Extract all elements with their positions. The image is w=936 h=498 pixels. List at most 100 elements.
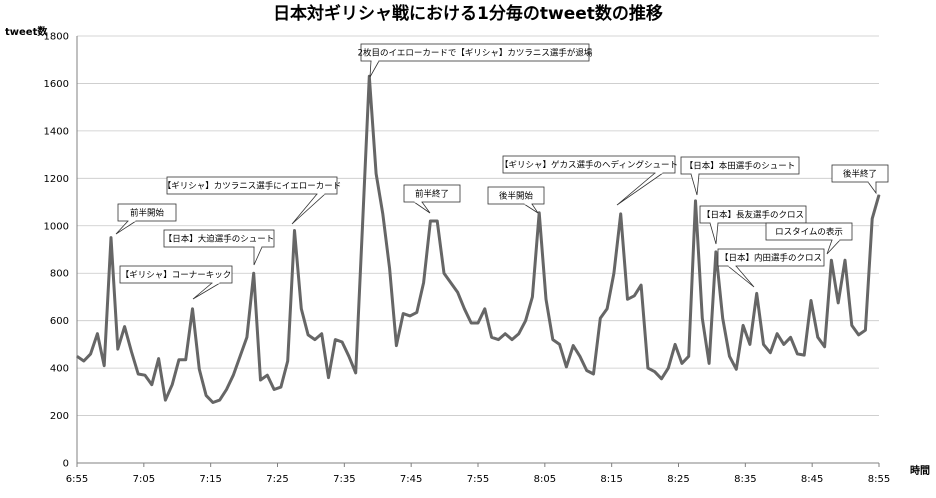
data-point bbox=[851, 324, 853, 327]
callout-label: 後半終了 bbox=[843, 169, 877, 180]
data-point bbox=[117, 348, 119, 350]
callout-label: 【ギリシャ】ゲカス選手のヘディングシュート bbox=[500, 160, 678, 171]
data-point bbox=[219, 399, 221, 401]
data-point bbox=[790, 336, 792, 338]
data-point bbox=[830, 259, 833, 261]
data-point bbox=[579, 355, 581, 357]
data-point bbox=[429, 220, 432, 222]
series-group bbox=[76, 74, 881, 404]
x-tick-label: 8:25 bbox=[667, 474, 689, 485]
annotations: 前半開始【ギリシャ】コーナーキック 【日本】大迫選手のシュート 【ギリシャ】カツラニ… bbox=[115, 43, 889, 300]
callout-box bbox=[765, 222, 853, 241]
data-point bbox=[769, 352, 771, 354]
data-point bbox=[647, 367, 649, 369]
callout-label: 【日本】本田選手のシュート bbox=[685, 161, 796, 172]
data-point bbox=[110, 237, 112, 239]
callout-pointer bbox=[867, 181, 877, 195]
x-tick-label: 8:55 bbox=[868, 474, 890, 485]
data-point bbox=[796, 353, 799, 355]
callout-label: 前半開始 bbox=[130, 208, 165, 219]
data-point bbox=[96, 333, 98, 335]
data-point bbox=[321, 333, 323, 335]
axes bbox=[76, 36, 880, 467]
data-point bbox=[552, 339, 554, 341]
data-point bbox=[844, 259, 846, 261]
data-point bbox=[504, 333, 506, 335]
x-tick-label: 6:55 bbox=[66, 474, 88, 485]
callout-label: 【日本】長友選手のクロス bbox=[702, 210, 804, 221]
x-tick-labels: 6:55 7:05 7:15 7:25 7:35 7:45 7:55 8:05 8:15 8:25… bbox=[66, 474, 890, 485]
callout-label: 【ギリシャ】コーナーキック bbox=[121, 271, 232, 281]
data-point bbox=[470, 322, 472, 324]
data-point bbox=[572, 344, 574, 347]
callout-box bbox=[403, 184, 461, 203]
data-point bbox=[266, 374, 268, 376]
y-tick-labels: 0 200 400 600 800 1000 1200 1400 1600 1800 bbox=[44, 32, 69, 470]
data-point bbox=[457, 291, 459, 293]
data-point bbox=[497, 339, 499, 341]
y-tick-label: 1800 bbox=[44, 32, 69, 43]
y-tick-label: 400 bbox=[50, 364, 69, 375]
data-point bbox=[232, 374, 234, 376]
data-point bbox=[871, 218, 873, 220]
callout-pointer bbox=[369, 60, 380, 78]
data-point bbox=[205, 394, 207, 396]
y-tick-label: 1000 bbox=[44, 221, 69, 232]
data-point bbox=[314, 339, 316, 341]
data-point bbox=[484, 308, 486, 310]
data-point bbox=[157, 358, 160, 360]
data-point bbox=[389, 267, 391, 270]
data-point bbox=[246, 336, 248, 338]
callout-label: 前半終了 bbox=[415, 189, 449, 200]
data-point bbox=[633, 295, 635, 297]
data-point bbox=[864, 329, 867, 331]
data-point bbox=[164, 399, 166, 401]
data-point bbox=[76, 355, 78, 357]
data-point bbox=[436, 220, 438, 222]
data-point bbox=[477, 322, 479, 324]
data-point bbox=[334, 339, 336, 341]
y-tick-label: 1600 bbox=[44, 79, 69, 90]
data-point bbox=[395, 344, 398, 347]
annotation-callout: 【ギリシャ】カツラニス選手にイエローカード bbox=[163, 176, 341, 225]
callout-pointer bbox=[412, 201, 431, 214]
data-point bbox=[756, 292, 758, 294]
data-point bbox=[518, 333, 520, 335]
data-point bbox=[355, 372, 357, 374]
data-point bbox=[728, 355, 731, 357]
data-point bbox=[810, 299, 812, 302]
callout-box bbox=[163, 229, 275, 248]
data-point bbox=[212, 401, 214, 404]
x-tick-label: 8:35 bbox=[734, 474, 756, 485]
data-point bbox=[722, 317, 724, 319]
annotation-callout: ロスタイムの表示 bbox=[765, 222, 853, 255]
data-point bbox=[239, 355, 241, 357]
data-point bbox=[511, 339, 513, 341]
data-point bbox=[545, 298, 547, 300]
data-point bbox=[640, 284, 642, 286]
callout-pointer bbox=[616, 172, 665, 206]
annotation-callout: 【日本】大迫選手のシュート bbox=[163, 229, 275, 266]
callout-box bbox=[831, 164, 889, 183]
callout-box bbox=[502, 155, 676, 174]
data-point bbox=[463, 308, 466, 310]
callout-box bbox=[119, 265, 233, 284]
data-point bbox=[368, 75, 370, 77]
data-point bbox=[694, 200, 697, 202]
data-point bbox=[123, 325, 126, 328]
callout-label: 【ギリシャ】カツラニス選手にイエローカード bbox=[163, 181, 341, 192]
data-point bbox=[776, 333, 778, 335]
callout-pointer bbox=[115, 220, 138, 235]
data-point bbox=[103, 365, 105, 367]
data-point bbox=[273, 388, 275, 391]
y-tick-label: 1200 bbox=[44, 174, 69, 185]
data-point bbox=[749, 343, 751, 345]
callout-label: ロスタイムの表示 bbox=[775, 227, 843, 238]
data-point bbox=[688, 355, 690, 357]
data-point bbox=[558, 343, 561, 345]
x-tick-label: 8:05 bbox=[534, 474, 556, 485]
data-point bbox=[144, 374, 146, 376]
chart-title: 日本対ギリシャ戦における1分毎のtweet数の推移 bbox=[273, 3, 663, 24]
data-point bbox=[375, 172, 377, 175]
callout-pointer bbox=[253, 246, 263, 266]
